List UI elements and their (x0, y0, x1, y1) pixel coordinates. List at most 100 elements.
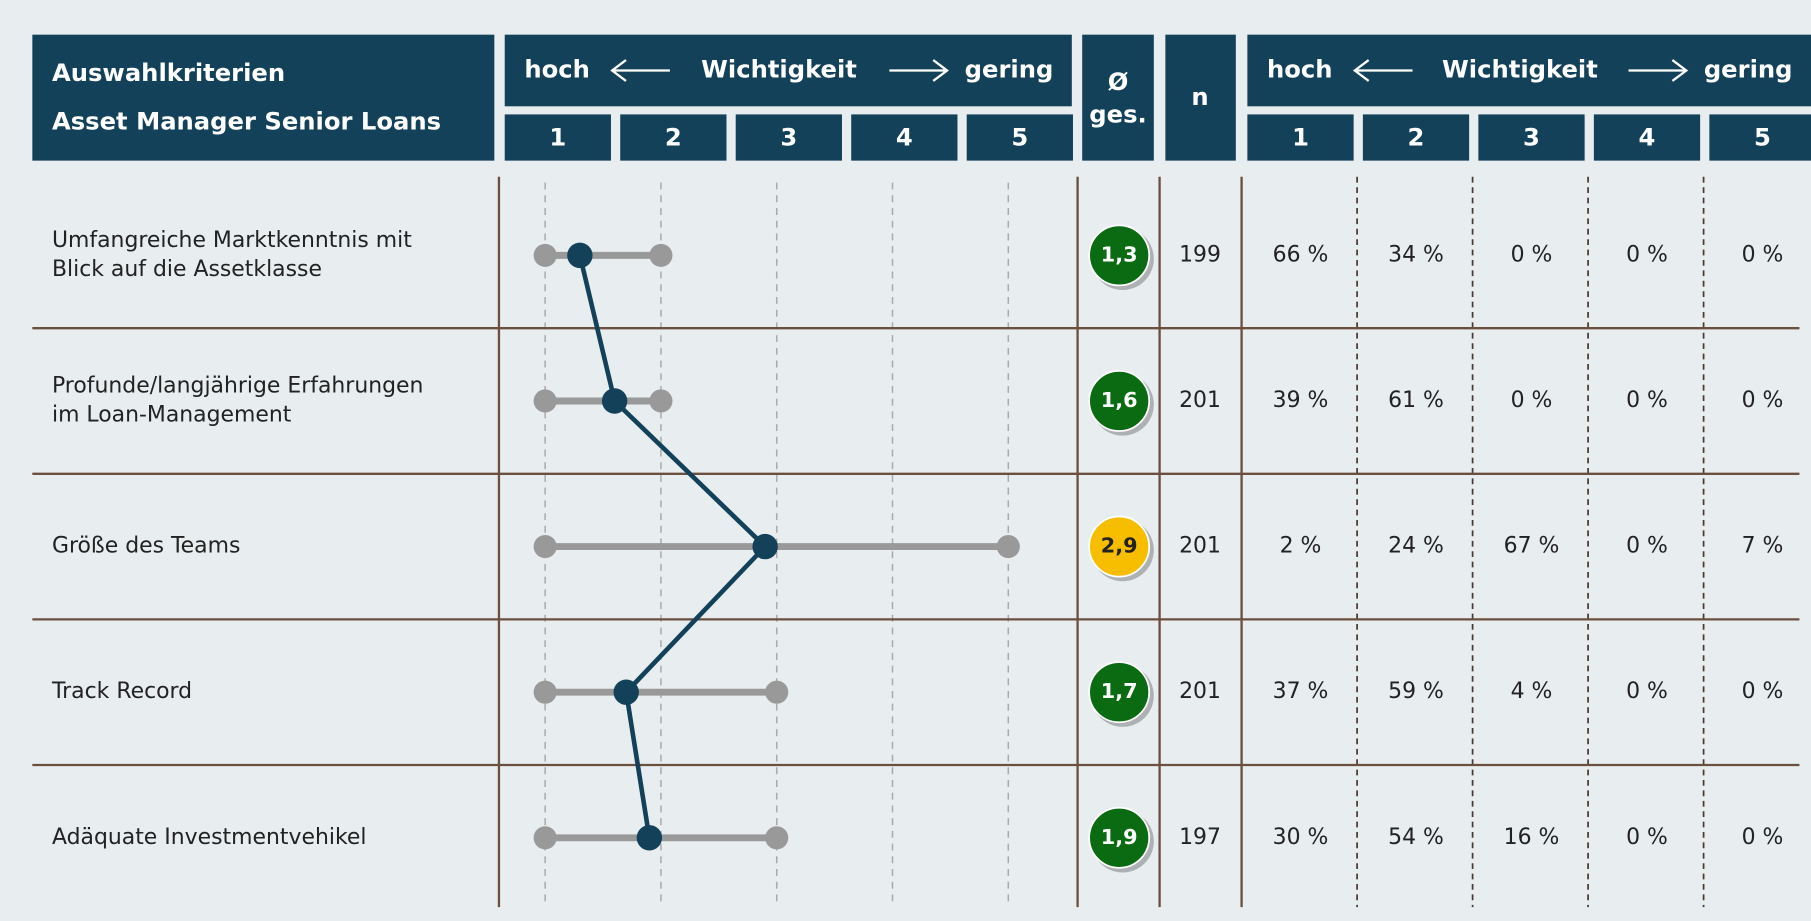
percent-value: 0 % (1626, 242, 1668, 267)
n-header: n (1191, 82, 1208, 111)
column-header-box (1247, 114, 1354, 161)
percent-value: 37 % (1273, 679, 1329, 704)
column-header: 4 (1639, 123, 1656, 152)
mean-header: ges. (1089, 100, 1146, 129)
title: Auswahlkriterien (52, 58, 285, 87)
column-header: 2 (1408, 123, 1425, 152)
range-min (533, 389, 557, 413)
row-label: im Loan-Management (52, 402, 292, 427)
column-header: 5 (1754, 123, 1771, 152)
mean-dot (601, 388, 628, 414)
range-min (533, 826, 557, 850)
scale-center: Wichtigkeit (701, 54, 857, 83)
column-header-box (1362, 114, 1470, 161)
column-header-box (966, 114, 1073, 161)
range-max (649, 243, 673, 267)
arrow-right (889, 59, 950, 82)
percent-value: 59 % (1388, 679, 1444, 704)
mean-dot (613, 679, 639, 705)
percent-value: 0 % (1626, 388, 1668, 413)
column-header: 1 (1292, 123, 1309, 152)
scale-center: Wichtigkeit (1442, 54, 1598, 83)
row-label: Profunde/langjährige Erfahrungen (52, 374, 423, 399)
mean-label: 1,6 (1101, 388, 1138, 412)
scale-right: gering (965, 54, 1054, 83)
range-max (765, 826, 789, 850)
range-min (533, 680, 557, 704)
range-max (649, 389, 673, 413)
percent-value: 0 % (1626, 825, 1668, 850)
column-header: 5 (1011, 123, 1028, 152)
title: Asset Manager Senior Loans (52, 106, 441, 135)
n-value: 201 (1179, 679, 1221, 704)
mean-label: 1,3 (1101, 242, 1138, 266)
percent-value: 0 % (1626, 534, 1668, 559)
percent-value: 4 % (1511, 679, 1553, 704)
n-value: 199 (1179, 242, 1221, 267)
mean-label: 2,9 (1101, 534, 1138, 558)
column-header: 4 (896, 123, 913, 152)
percent-value: 34 % (1388, 242, 1444, 267)
arrow-right (1628, 59, 1689, 82)
mean-badge (1088, 515, 1151, 578)
column-header-box (1593, 114, 1701, 161)
mean-badge (1088, 806, 1151, 869)
column-header-box (504, 114, 611, 161)
scale-left: hoch (1267, 54, 1333, 83)
percent-value: 0 % (1742, 679, 1784, 704)
column-header-box (735, 114, 842, 161)
percent-value: 0 % (1742, 388, 1784, 413)
row-label: Track Record (51, 679, 192, 704)
percent-value: 24 % (1388, 534, 1444, 559)
percent-value: 0 % (1626, 679, 1668, 704)
column-header: 3 (780, 123, 797, 152)
n-value: 201 (1179, 534, 1221, 559)
row-label: Größe des Teams (52, 534, 240, 559)
n-value: 197 (1179, 825, 1221, 850)
n-value: 201 (1179, 388, 1221, 413)
column-header: 3 (1523, 123, 1540, 152)
mean-dot (636, 825, 663, 851)
arrow-left (1352, 59, 1413, 82)
column-header: 2 (665, 123, 682, 152)
percent-value: 0 % (1742, 242, 1784, 267)
range-max (996, 535, 1020, 559)
percent-value: 67 % (1504, 534, 1560, 559)
row-label: Blick auf die Assetklasse (52, 257, 322, 282)
scale-header-box (504, 34, 1072, 107)
row-label: Adäquate Investmentvehikel (52, 825, 367, 850)
percent-value: 16 % (1504, 825, 1560, 850)
percent-value: 2 % (1280, 534, 1322, 559)
percent-value: 61 % (1388, 388, 1444, 413)
scale-left: hoch (524, 54, 590, 83)
percent-value: 66 % (1273, 242, 1329, 267)
mean-dot (752, 533, 778, 560)
percent-value: 54 % (1388, 825, 1444, 850)
percent-value: 39 % (1273, 388, 1329, 413)
percent-value: 30 % (1273, 825, 1329, 850)
column-header-box (1478, 114, 1585, 161)
mean-label: 1,9 (1101, 825, 1138, 849)
column-header-box (1709, 114, 1811, 161)
title-box (32, 34, 495, 161)
column-header: 1 (549, 123, 566, 152)
range-min (533, 243, 557, 267)
percent-value: 0 % (1511, 388, 1553, 413)
mean-badge (1088, 224, 1151, 287)
row-label: Umfangreiche Marktkenntnis mit (52, 228, 412, 253)
scale-header-box (1247, 34, 1811, 107)
percent-value: 0 % (1511, 242, 1553, 267)
n-header-box (1165, 34, 1236, 161)
column-header-box (851, 114, 958, 161)
arrow-left (610, 59, 670, 82)
scale-right: gering (1704, 54, 1793, 83)
mean-dot (567, 242, 593, 269)
range-min (533, 535, 557, 559)
range-max (765, 680, 789, 704)
percent-value: 0 % (1742, 825, 1784, 850)
mean-label: 1,7 (1101, 679, 1138, 703)
percent-value: 7 % (1742, 534, 1784, 559)
mean-header-box (1082, 34, 1154, 161)
